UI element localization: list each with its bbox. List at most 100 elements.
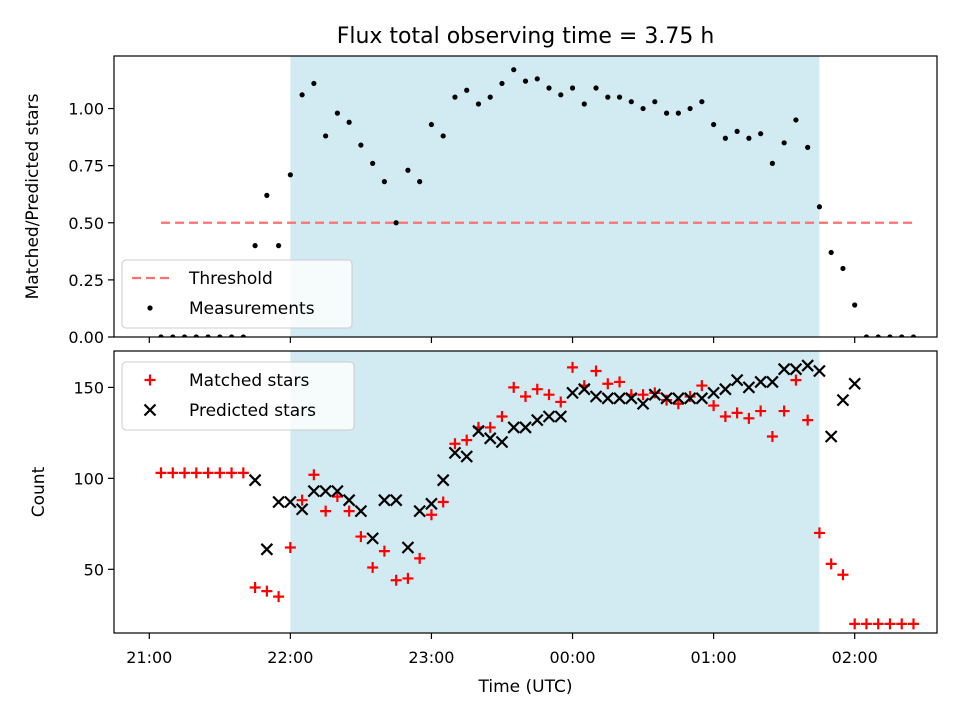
legend-box [121,259,353,329]
matched-star-point [661,394,673,406]
matched-star-point [825,558,837,570]
axes-frame [113,55,938,338]
matched-star-point [414,552,426,564]
matched-star-point [731,407,743,419]
predicted-star-point [766,375,779,389]
measurement-point [593,85,599,91]
measurement-point [170,334,176,337]
predicted-star-point [260,543,274,556]
measurement-point [334,110,340,116]
measurement-point [323,133,329,139]
x-tick-label: 02:00 [832,648,878,667]
measurement-point [852,302,858,308]
measurement-point [722,135,728,141]
predicted-star-point [331,484,344,498]
matched-star-point [402,572,414,584]
matched-star-point [179,467,191,479]
measurement-point [440,133,446,139]
predicted-star-point [660,392,673,405]
matched-star-point [367,562,379,574]
matched-star-point [684,390,696,402]
matched-star-point [884,618,896,630]
measurement-point [558,92,564,98]
measurement-point [734,128,740,134]
predicted-star-point [507,421,521,434]
measurement-point [769,160,776,166]
y-tick-label: 0.25 [68,271,104,290]
matched-star-point [614,376,626,388]
legend-label: Threshold [188,269,273,289]
matched-star-point [907,618,919,630]
matched-star-point [860,618,872,630]
matched-star-point [872,618,884,630]
measurement-point [840,265,846,272]
predicted-star-point [648,388,662,401]
predicted-star-point [683,392,697,405]
matched-star-point [343,505,355,517]
bottom-panel: 50 100 150 21:00 22:00 23:00 00:00 01:00 02:00 Ma… [73,350,938,667]
measurement-point [652,99,658,105]
predicted-star-point [530,413,544,427]
measurement-point [252,243,258,249]
predicted-star-point [472,424,485,438]
x-tick-label: 00:00 [549,648,595,667]
measurement-point [240,334,246,337]
observing-span [290,351,820,633]
measurement-point [675,110,681,116]
measurement-point [181,334,188,337]
predicted-star-point [601,392,615,405]
measurement-point [217,334,223,337]
matched-star-point [214,467,226,479]
measurement-point [863,334,870,337]
matched-star-point [437,496,449,508]
matched-star-point [484,421,496,433]
legend-label: Predicted stars [189,401,316,421]
matched-star-point [425,509,437,521]
x-tick-label: 21:00 [126,648,172,667]
predicted-star-point [848,377,861,391]
matched-star-point [696,380,708,392]
measurement-point [228,334,235,337]
matched-star-point [284,541,296,553]
matched-star-point [296,494,308,506]
predicted-star-point [589,390,603,403]
matched-star-point [249,582,261,594]
predicted-star-point [413,504,426,518]
legend-box [121,361,355,431]
measurement-point [276,243,282,249]
matched-star-point [790,374,802,386]
predicted-star-point [366,532,379,545]
plot-area [155,359,919,630]
measurement-point [875,334,881,337]
matched-star-point [637,389,649,401]
measurement-point [887,334,893,337]
legend-label: Matched stars [189,371,309,391]
y-tick-label: 100 [73,469,104,488]
measurement-point [475,101,482,107]
matched-star-point [555,396,567,408]
predicted-star-point [354,504,368,518]
measurement-point [499,80,505,87]
predicted-star-point [425,497,438,511]
observing-span [290,56,820,337]
matched-star-point [355,531,367,543]
measurement-point [299,92,305,98]
matched-star-point [602,378,614,390]
measurement-point [158,334,164,337]
matched-star-point [496,410,508,422]
measurement-point [452,94,458,100]
predicted-star-point [777,362,791,376]
matched-star-point [743,412,755,424]
measurement-point [311,80,317,87]
matched-star-point [813,527,825,539]
measurement-point [899,334,905,337]
x-tick-label: 23:00 [408,648,454,667]
matched-star-point [202,467,214,479]
measurement-point [464,87,470,93]
matched-star-point [531,383,543,395]
measurement-point [687,105,693,112]
matched-star-point [273,591,285,603]
predicted-star-point [578,382,591,396]
x-tick-label: 22:00 [267,648,313,667]
predicted-star-point [483,432,497,445]
